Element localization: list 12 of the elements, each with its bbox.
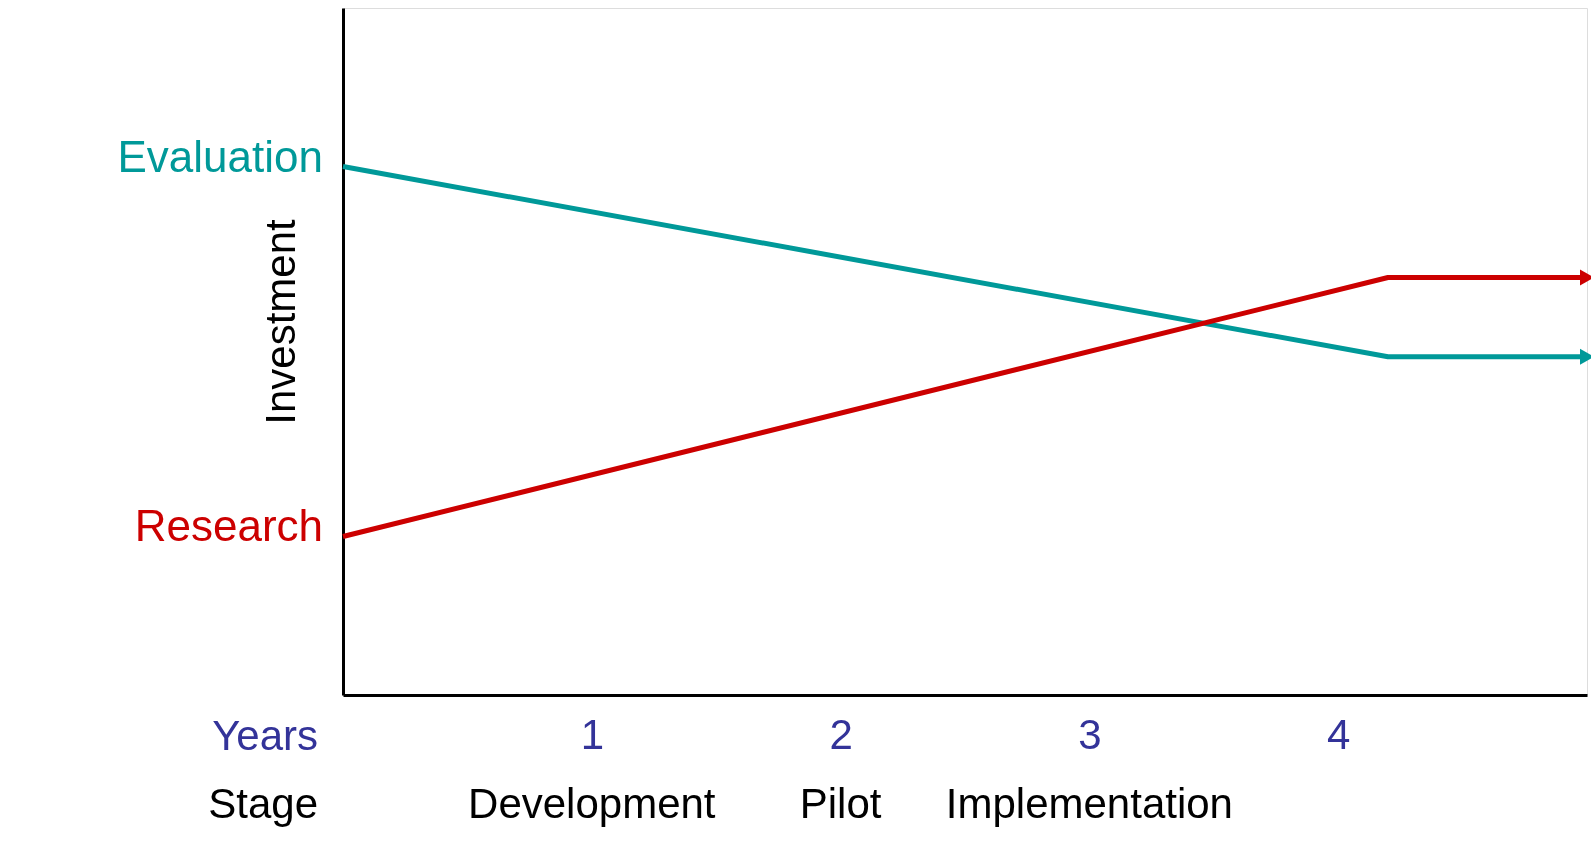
x-tick-label: 3 xyxy=(1078,710,1102,758)
y-axis-title: Investment xyxy=(256,218,304,425)
x-axis-title: Years xyxy=(212,712,318,759)
x-tick-label: 1 xyxy=(580,710,604,758)
series-label: Evaluation xyxy=(117,131,323,181)
text: Development xyxy=(468,780,716,827)
text: Pilot xyxy=(799,780,882,827)
text: Implementation xyxy=(945,780,1233,827)
series-label: Research xyxy=(134,501,323,551)
x-tick-label: 4 xyxy=(1327,710,1351,758)
text: Stage xyxy=(208,780,318,827)
x-tick-label: 2 xyxy=(829,710,853,758)
